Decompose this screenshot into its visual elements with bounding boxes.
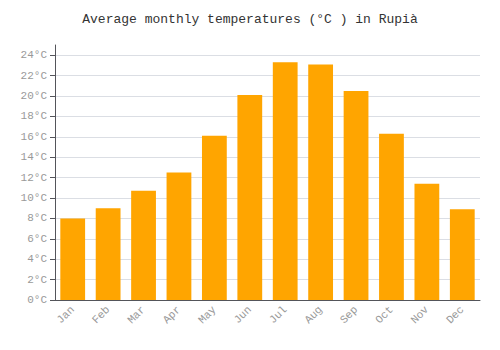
svg-text:May: May — [196, 303, 219, 326]
svg-text:Average monthly temperatures (: Average monthly temperatures (°C ) in Ru… — [82, 12, 418, 27]
svg-text:10°C: 10°C — [21, 192, 48, 204]
svg-text:8°C: 8°C — [27, 212, 47, 224]
svg-text:Aug: Aug — [302, 304, 324, 326]
svg-text:14°C: 14°C — [21, 151, 48, 163]
svg-text:Jun: Jun — [232, 304, 254, 326]
svg-text:22°C: 22°C — [21, 70, 48, 82]
svg-text:12°C: 12°C — [21, 172, 48, 184]
svg-text:Oct: Oct — [373, 304, 395, 326]
svg-text:4°C: 4°C — [27, 253, 47, 265]
svg-text:Nov: Nov — [409, 303, 432, 326]
svg-text:0°C: 0°C — [27, 294, 47, 306]
svg-text:Sep: Sep — [338, 304, 360, 326]
svg-text:20°C: 20°C — [21, 90, 48, 102]
svg-text:18°C: 18°C — [21, 110, 48, 122]
svg-text:Dec: Dec — [444, 304, 466, 326]
svg-text:Apr: Apr — [161, 304, 183, 326]
svg-text:Jul: Jul — [267, 304, 289, 326]
svg-text:6°C: 6°C — [27, 233, 47, 245]
svg-text:2°C: 2°C — [27, 274, 47, 286]
svg-text:Mar: Mar — [125, 304, 147, 326]
svg-text:16°C: 16°C — [21, 131, 48, 143]
svg-text:Jan: Jan — [54, 304, 76, 326]
svg-text:24°C: 24°C — [21, 49, 48, 61]
svg-text:Feb: Feb — [90, 304, 112, 326]
